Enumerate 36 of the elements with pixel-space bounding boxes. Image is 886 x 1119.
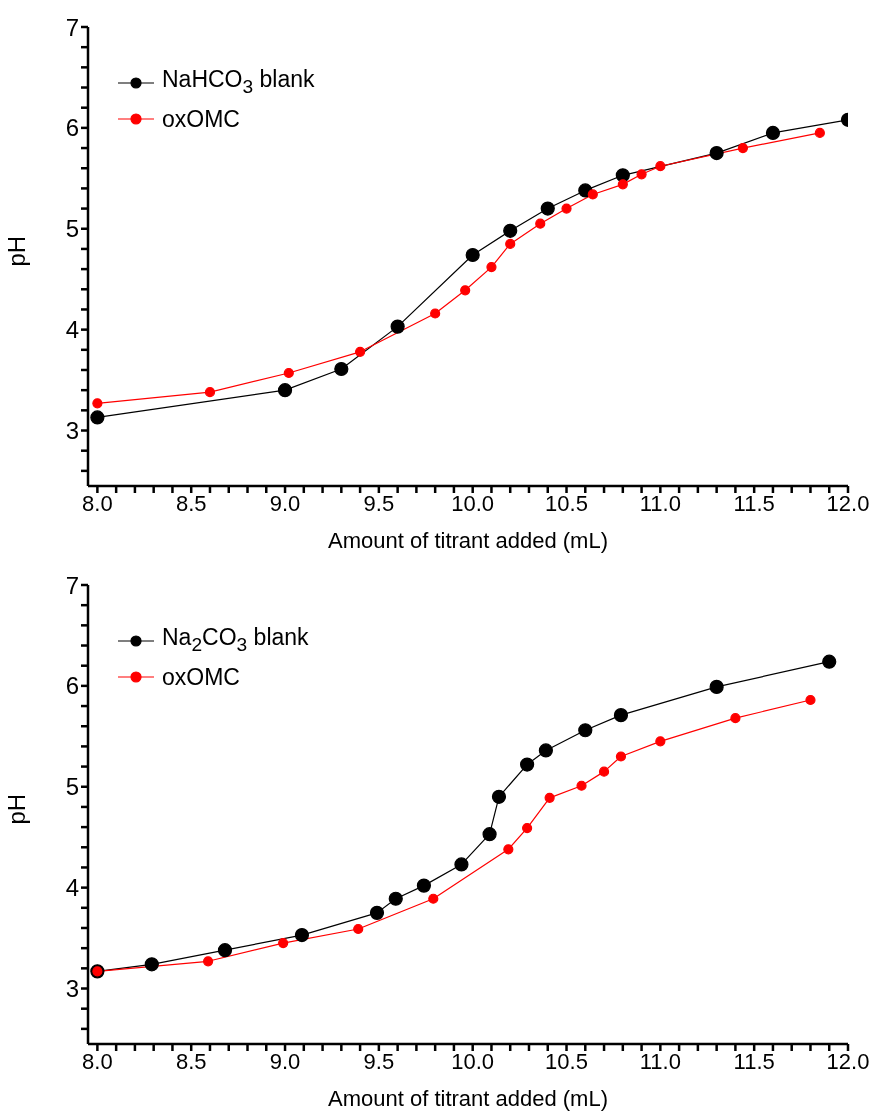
x-tick-label: 8.0	[82, 1048, 113, 1074]
y-tick-label: 7	[65, 571, 79, 599]
y-tick-label: 3	[65, 417, 79, 445]
x-tick-label: 11.0	[639, 1048, 681, 1074]
y-tick-label: 3	[65, 975, 79, 1003]
x-tick-label: 8.5	[175, 490, 207, 516]
x-tick-label: 9.5	[363, 1048, 395, 1074]
legend-label: oxOMC	[162, 104, 240, 134]
x-tick-label: 10.5	[545, 1048, 588, 1074]
x-tick-label: 11.5	[733, 490, 775, 516]
y-tick-label: 6	[65, 114, 79, 142]
y-tick-label: 4	[65, 316, 79, 344]
x-tick-label: 10.0	[451, 490, 495, 516]
x-tick-label: 10.5	[545, 490, 588, 516]
x-tick-label: 8.0	[82, 490, 113, 516]
legend-label: oxOMC	[162, 662, 240, 692]
x-tick-label: 10.0	[451, 1048, 495, 1074]
y-axis-title: pH	[2, 235, 30, 267]
legend-label: NaHCO$_{3}$ blank	[162, 65, 315, 99]
y-tick-label: 7	[65, 13, 79, 41]
x-tick-label: 9.0	[269, 490, 301, 516]
x-tick-label: 11.0	[639, 490, 681, 516]
x-tick-label: 9.0	[269, 1048, 301, 1074]
y-axis-title: pH	[2, 793, 30, 825]
legend-label: Na$_{2}$CO$_{3}$ blank	[162, 623, 309, 657]
y-tick-label: 5	[65, 773, 79, 801]
x-tick-label: 8.5	[175, 1048, 207, 1074]
y-tick-label: 6	[65, 672, 79, 700]
y-tick-label: 5	[65, 215, 79, 243]
x-tick-label: 12.0	[826, 490, 870, 516]
x-tick-label: 9.5	[363, 490, 395, 516]
x-tick-label: 11.5	[733, 1048, 775, 1074]
x-axis-title: Amount of titrant added (mL)	[327, 1086, 609, 1111]
x-axis-title: Amount of titrant added (mL)	[327, 528, 609, 553]
y-tick-label: 4	[65, 874, 79, 902]
x-tick-label: 12.0	[826, 1048, 870, 1074]
